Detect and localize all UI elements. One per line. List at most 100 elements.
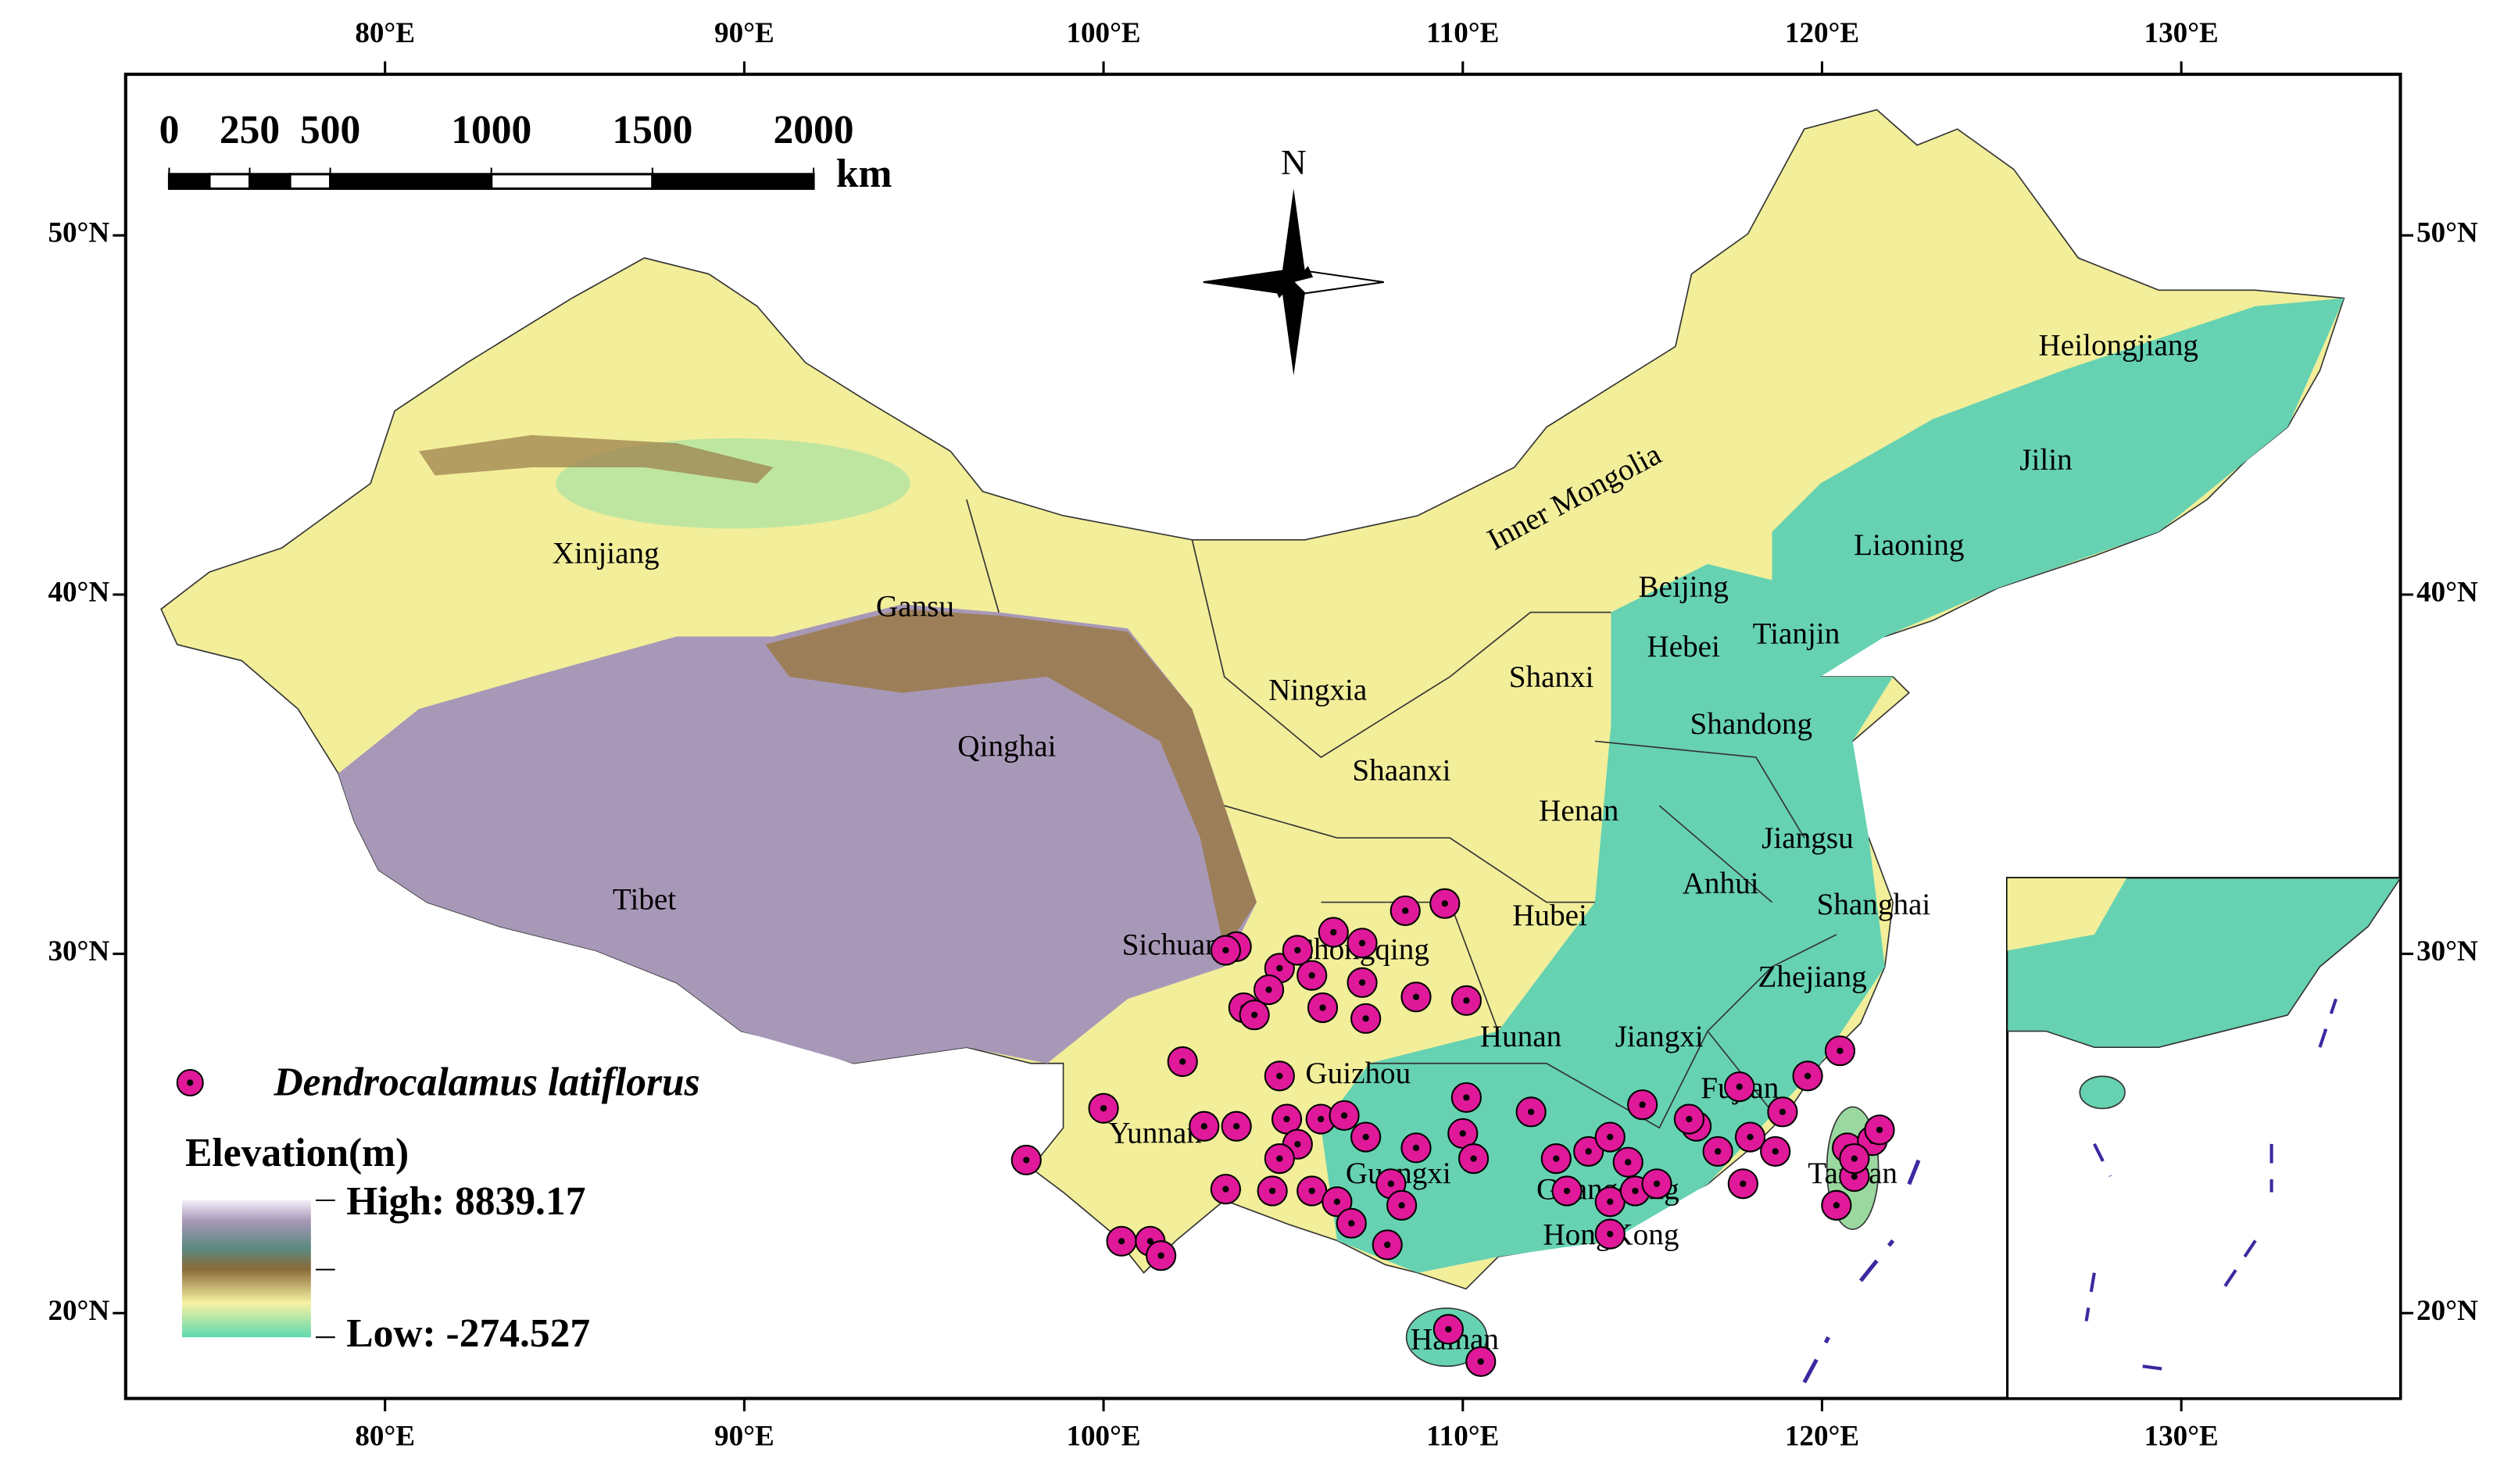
occurrence-dot: [1804, 1072, 1812, 1079]
region-label: Heilongjiang: [2039, 328, 2198, 362]
lon-label: 100°E: [1066, 17, 1140, 49]
region-label: Liaoning: [1854, 528, 1964, 562]
inset: [2005, 877, 2402, 1400]
occurrence-dot: [1362, 1015, 1369, 1022]
dash-line: [1907, 1143, 1927, 1185]
occurrence-dot: [1402, 907, 1409, 914]
lon-label: 90°E: [714, 1421, 774, 1453]
scale-label: 2000: [774, 108, 854, 152]
occurrence-dot: [1553, 1155, 1560, 1162]
occurrence-dot: [1398, 1202, 1405, 1209]
legend-elevation-title: Elevation(m): [185, 1131, 409, 1175]
lon-label: 90°E: [714, 17, 774, 49]
occurrence-dot: [1387, 1180, 1394, 1187]
north-label: N: [1281, 143, 1307, 182]
region-label: Henan: [1539, 794, 1618, 828]
occurrence-dot: [1747, 1133, 1754, 1141]
occurrence-dot: [1294, 946, 1301, 954]
occurrence-dot: [1118, 1238, 1125, 1245]
legend-high: High: 8839.17: [346, 1179, 585, 1224]
occurrence-dot: [1146, 1238, 1153, 1245]
occurrence-dot: [1222, 946, 1229, 954]
lon-label: 80°E: [355, 1421, 415, 1453]
region-label: Sichuan: [1122, 928, 1221, 961]
occurrence-dot: [1233, 1123, 1240, 1130]
region-label: Shandong: [1690, 707, 1812, 741]
north-arrow: N: [1203, 143, 1384, 376]
arrow-part: [1274, 281, 1294, 299]
region-label: Shaanxi: [1352, 754, 1450, 788]
region-label: Qinghai: [957, 730, 1056, 763]
occurrence-dot: [1625, 1159, 1632, 1166]
scale-label: 1500: [612, 108, 692, 152]
lon-label: 120°E: [1785, 17, 1859, 49]
occurrence-dot: [1276, 964, 1283, 972]
scale-segment: [167, 173, 211, 190]
region-label: Shanghai: [1817, 888, 1931, 921]
lon-label: 100°E: [1066, 1421, 1140, 1453]
occurrence-dot: [1779, 1108, 1787, 1115]
plateau: [338, 604, 1257, 1064]
inset-island: [2079, 1075, 2126, 1110]
occurrence-dot: [1607, 1231, 1614, 1238]
occurrence-dot: [1157, 1252, 1164, 1259]
scale-segment: [490, 173, 654, 190]
occurrence-dot: [1100, 1105, 1107, 1112]
region-label: Xinjiang: [553, 536, 660, 570]
occurrence-dot: [1319, 1004, 1326, 1011]
scale-label: 250: [220, 108, 280, 152]
occurrence-dot: [1023, 1157, 1030, 1164]
occurrence-dot: [1283, 1115, 1290, 1123]
occurrence-dot: [1276, 1155, 1283, 1162]
occurrence-dot: [1412, 1144, 1420, 1151]
occurrence-dot: [1736, 1083, 1743, 1090]
lat-label: 40°N: [48, 576, 109, 608]
region-label: Anhui: [1683, 867, 1759, 900]
occurrence-dot: [1632, 1187, 1639, 1195]
region-label: Zhejiang: [1758, 960, 1867, 994]
occurrence-dot: [1772, 1148, 1779, 1155]
occurrence-dot: [1384, 1241, 1391, 1249]
occurrence-dot: [1585, 1148, 1592, 1155]
occurrence-dot: [1607, 1133, 1614, 1141]
scale-label: 500: [300, 108, 360, 152]
inset-land-north: [2007, 878, 2127, 951]
region-label: Tibet: [613, 883, 676, 917]
occurrence-dot: [1686, 1115, 1693, 1123]
occurrence-dot: [1639, 1101, 1646, 1108]
region-label: Shanxi: [1509, 660, 1594, 694]
lon-label: 110°E: [1426, 17, 1499, 49]
lat-label: 20°N: [2416, 1295, 2478, 1327]
lat-label: 50°N: [48, 217, 109, 249]
occurrence-dot: [1330, 928, 1337, 936]
scale-segment: [329, 173, 493, 190]
lon-label: 80°E: [355, 17, 415, 49]
lat-label: 30°N: [48, 935, 109, 967]
lon-label: 130°E: [2144, 1421, 2219, 1453]
occurrence-dot: [1222, 1185, 1229, 1193]
east-lowland: [1321, 298, 2345, 1273]
occurrence-dot: [1333, 1198, 1340, 1205]
scale-unit: km: [836, 152, 892, 196]
occurrence-dot: [1308, 1187, 1315, 1195]
graticule: 80°E 80°E 90°E 90°E 100°E 100°E 110°E 110°E 120°…: [48, 17, 2478, 1452]
legend-low: Low: -274.527: [346, 1311, 590, 1356]
lat-label: 20°N: [48, 1295, 109, 1327]
lat-label: 50°N: [2416, 217, 2478, 249]
legend-species: Dendrocalamus latiflorus: [273, 1060, 699, 1104]
region-label: Jiangxi: [1615, 1020, 1704, 1053]
occurrence-points: [1010, 888, 1895, 1377]
lon-label: 120°E: [1785, 1421, 1859, 1453]
region-label: Beijing: [1639, 570, 1729, 604]
land: [160, 109, 2345, 1368]
arrow-part: [1293, 266, 1314, 282]
dash-line: [1858, 1239, 1895, 1282]
scale-segment: [651, 173, 815, 190]
occurrence-dot: [1459, 1130, 1466, 1137]
occurrence-dot: [1715, 1148, 1722, 1155]
occurrence-dot: [1527, 1108, 1535, 1115]
